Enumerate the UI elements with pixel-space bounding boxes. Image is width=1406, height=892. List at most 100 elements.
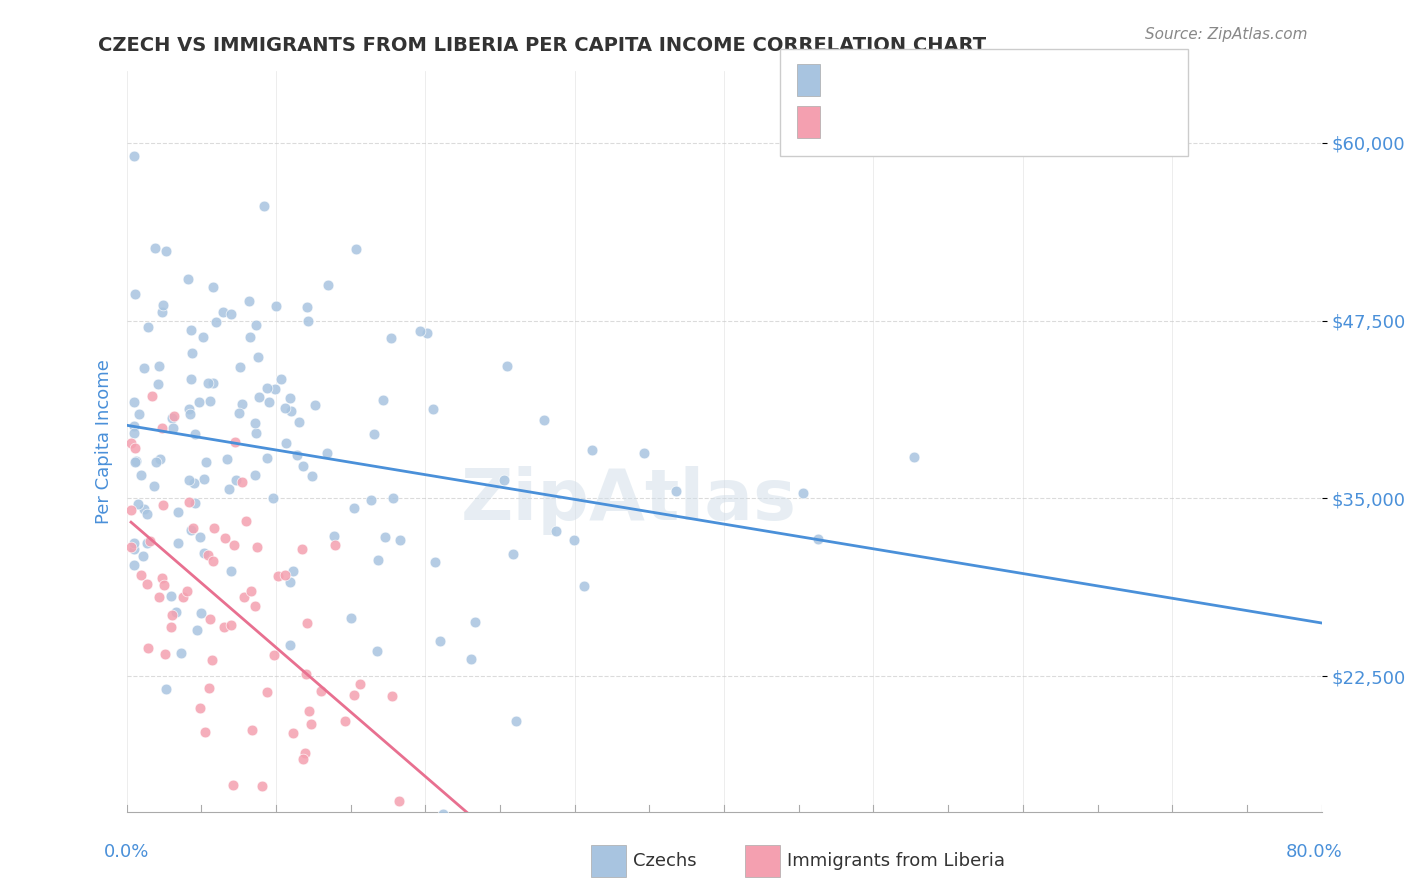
Point	[276, 436, 298, 450]
Point	[492, 474, 515, 488]
Point	[238, 293, 260, 308]
Point	[262, 491, 284, 506]
Point	[257, 395, 280, 409]
Point	[160, 410, 183, 425]
Point	[574, 578, 596, 592]
Point	[374, 530, 396, 544]
Point	[194, 455, 217, 469]
Point	[222, 538, 245, 552]
Point	[228, 406, 250, 420]
Point	[124, 535, 146, 549]
Point	[184, 495, 207, 509]
Text: Source: ZipAtlas.com: Source: ZipAtlas.com	[1144, 27, 1308, 42]
Point	[283, 564, 305, 578]
Point	[263, 648, 285, 662]
Point	[298, 705, 321, 719]
Point	[285, 448, 308, 462]
Point	[297, 314, 319, 328]
Text: R = -0.233   N = 136: R = -0.233 N = 136	[825, 71, 1014, 89]
Point	[122, 395, 145, 409]
Point	[274, 568, 297, 582]
Point	[122, 558, 145, 572]
Text: 0.0%: 0.0%	[104, 843, 149, 861]
Point	[120, 540, 142, 554]
Point	[124, 441, 146, 455]
Point	[231, 475, 253, 489]
Point	[190, 530, 212, 544]
Point	[544, 524, 567, 538]
Point	[214, 531, 236, 545]
Point	[176, 583, 198, 598]
Point	[366, 643, 388, 657]
Point	[322, 529, 344, 543]
Point	[429, 634, 451, 648]
Point	[179, 407, 201, 421]
Point	[197, 376, 219, 390]
Point	[318, 819, 340, 833]
Point	[193, 546, 215, 560]
Point	[342, 688, 364, 702]
Point	[343, 501, 366, 516]
Point	[134, 361, 156, 376]
Point	[270, 372, 292, 386]
Point	[380, 331, 402, 345]
Point	[278, 391, 301, 405]
Point	[162, 607, 184, 622]
Point	[198, 681, 221, 695]
Point	[155, 682, 177, 697]
Point	[505, 714, 527, 728]
Point	[245, 318, 267, 333]
Point	[239, 329, 262, 343]
Point	[295, 300, 318, 314]
Point	[256, 685, 278, 699]
Point	[344, 242, 367, 256]
Point	[311, 683, 333, 698]
Point	[423, 555, 446, 569]
Point	[124, 287, 146, 301]
Point	[233, 590, 256, 604]
Point	[299, 716, 322, 731]
Point	[388, 793, 411, 807]
Point	[148, 590, 170, 604]
Point	[219, 564, 242, 578]
Point	[139, 533, 162, 548]
Text: Czechs: Czechs	[633, 852, 696, 870]
Point	[122, 426, 145, 441]
Point	[165, 606, 187, 620]
Point	[180, 372, 202, 386]
Point	[205, 315, 228, 329]
Point	[143, 241, 166, 255]
Point	[122, 541, 145, 556]
Point	[288, 415, 311, 429]
Point	[160, 620, 183, 634]
Point	[163, 409, 186, 423]
Point	[280, 404, 302, 418]
Point	[201, 280, 224, 294]
Point	[150, 421, 173, 435]
Point	[295, 667, 318, 681]
Point	[153, 577, 176, 591]
Point	[180, 524, 202, 538]
Point	[219, 618, 242, 632]
Point	[240, 723, 263, 737]
Point	[239, 584, 262, 599]
Point	[212, 620, 235, 634]
Point	[224, 435, 246, 450]
Point	[294, 746, 316, 760]
Point	[193, 472, 215, 486]
Point	[187, 394, 209, 409]
Point	[340, 611, 363, 625]
Point	[665, 484, 688, 499]
Point	[212, 305, 235, 319]
Point	[141, 388, 163, 402]
Point	[382, 491, 405, 506]
Point	[177, 271, 200, 285]
Point	[273, 401, 295, 415]
Point	[633, 446, 655, 460]
Point	[221, 779, 243, 793]
Point	[122, 419, 145, 434]
Point	[152, 498, 174, 512]
Point	[162, 421, 184, 435]
Point	[235, 514, 257, 528]
Point	[225, 473, 247, 487]
